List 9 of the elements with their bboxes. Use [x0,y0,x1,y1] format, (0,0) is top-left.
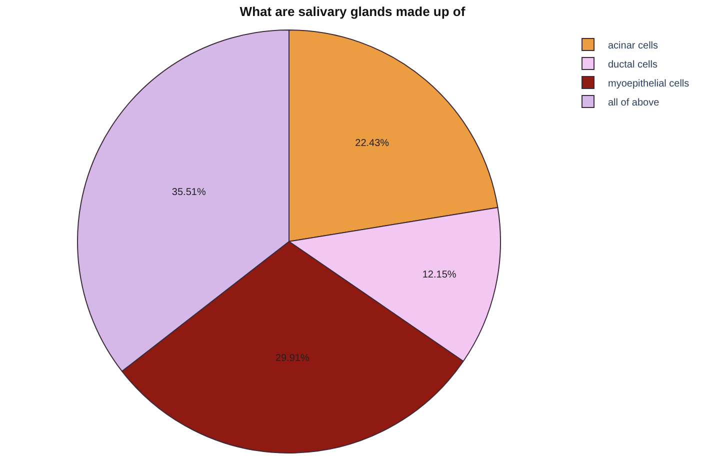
data-label: 12.15% [422,270,456,281]
legend-label: acinar cells [608,40,658,52]
data-label: 29.91% [275,352,310,364]
legend-label: myoepithelial cells [608,78,690,90]
legend-label: all of above [608,97,660,108]
data-label: 22.43% [355,138,390,150]
legend-label: ductal cells [608,59,658,70]
data-label: 35.51% [172,187,206,198]
chart-title: What are salivary glands made up of [240,4,466,20]
